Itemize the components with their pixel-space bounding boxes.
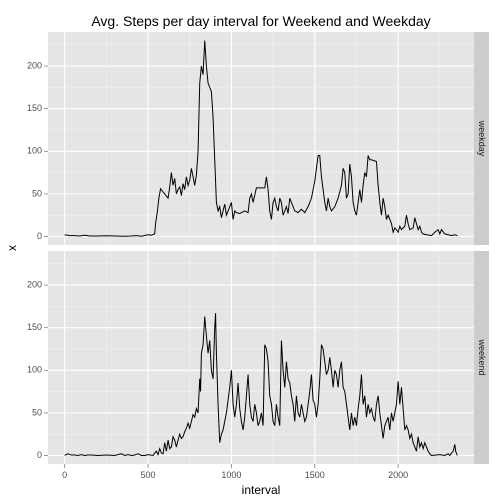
strip-label-weekend: weekend xyxy=(477,338,487,375)
panel-weekend: weekend 0 50 100 150 200 xyxy=(27,251,489,464)
x-tick-label: 2000 xyxy=(388,470,408,480)
panel-background xyxy=(48,32,474,245)
strip-background xyxy=(474,251,489,464)
x-tick-label: 0 xyxy=(62,470,67,480)
y-tick-label: 200 xyxy=(27,60,42,70)
x-tick-label: 500 xyxy=(141,470,156,480)
y-tick-label: 0 xyxy=(37,231,42,241)
strip-background xyxy=(474,32,489,245)
series-line-weekday xyxy=(64,40,458,237)
x-tick-label: 1500 xyxy=(305,470,325,480)
strip-label-weekday: weekday xyxy=(477,120,487,157)
y-tick-label: 100 xyxy=(27,365,42,375)
panel-background xyxy=(48,251,474,464)
y-tick-label: 150 xyxy=(27,322,42,332)
y-axis-ticks: 0 50 100 150 200 xyxy=(27,279,48,460)
panel-weekday: weekday 0 50 100 150 200 xyxy=(27,32,489,245)
gridlines xyxy=(48,251,474,464)
y-tick-label: 0 xyxy=(37,450,42,460)
y-tick-label: 150 xyxy=(27,103,42,113)
x-axis-ticks: 0 500 1000 1500 2000 xyxy=(62,464,408,480)
y-axis-ticks: 0 50 100 150 200 xyxy=(27,60,48,241)
y-tick-label: 50 xyxy=(32,407,42,417)
y-axis-title: x xyxy=(5,245,19,251)
x-tick-label: 1000 xyxy=(221,470,241,480)
chart-title: Avg. Steps per day interval for Weekend … xyxy=(91,13,430,29)
y-tick-label: 200 xyxy=(27,279,42,289)
y-tick-label: 50 xyxy=(32,188,42,198)
gridlines xyxy=(48,32,474,245)
y-tick-label: 100 xyxy=(27,146,42,156)
x-axis-title: interval xyxy=(242,483,281,497)
series-line-weekend xyxy=(64,313,458,457)
